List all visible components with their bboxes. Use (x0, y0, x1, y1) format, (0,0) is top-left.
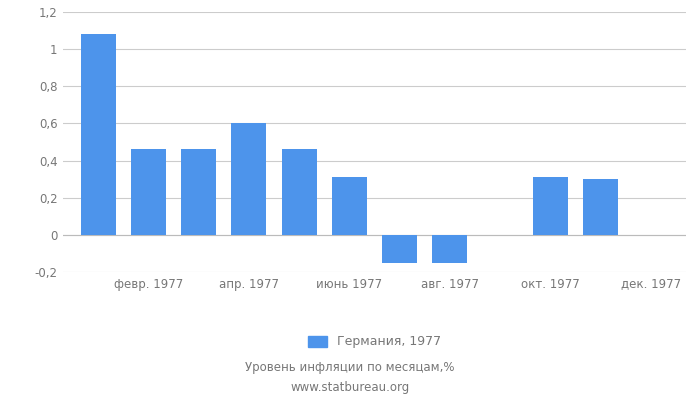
Bar (533, 177, 568, 235)
Bar (332, 177, 367, 235)
Bar (80, 34, 116, 235)
Bar (131, 150, 166, 235)
Bar (231, 124, 267, 235)
Bar (382, 235, 417, 263)
Bar (433, 235, 468, 263)
Bar (583, 179, 618, 235)
Bar (281, 150, 316, 235)
Text: Уровень инфляции по месяцам,%: Уровень инфляции по месяцам,% (245, 362, 455, 374)
Text: www.statbureau.org: www.statbureau.org (290, 382, 410, 394)
Legend: Германия, 1977: Германия, 1977 (308, 336, 441, 348)
Bar (181, 150, 216, 235)
